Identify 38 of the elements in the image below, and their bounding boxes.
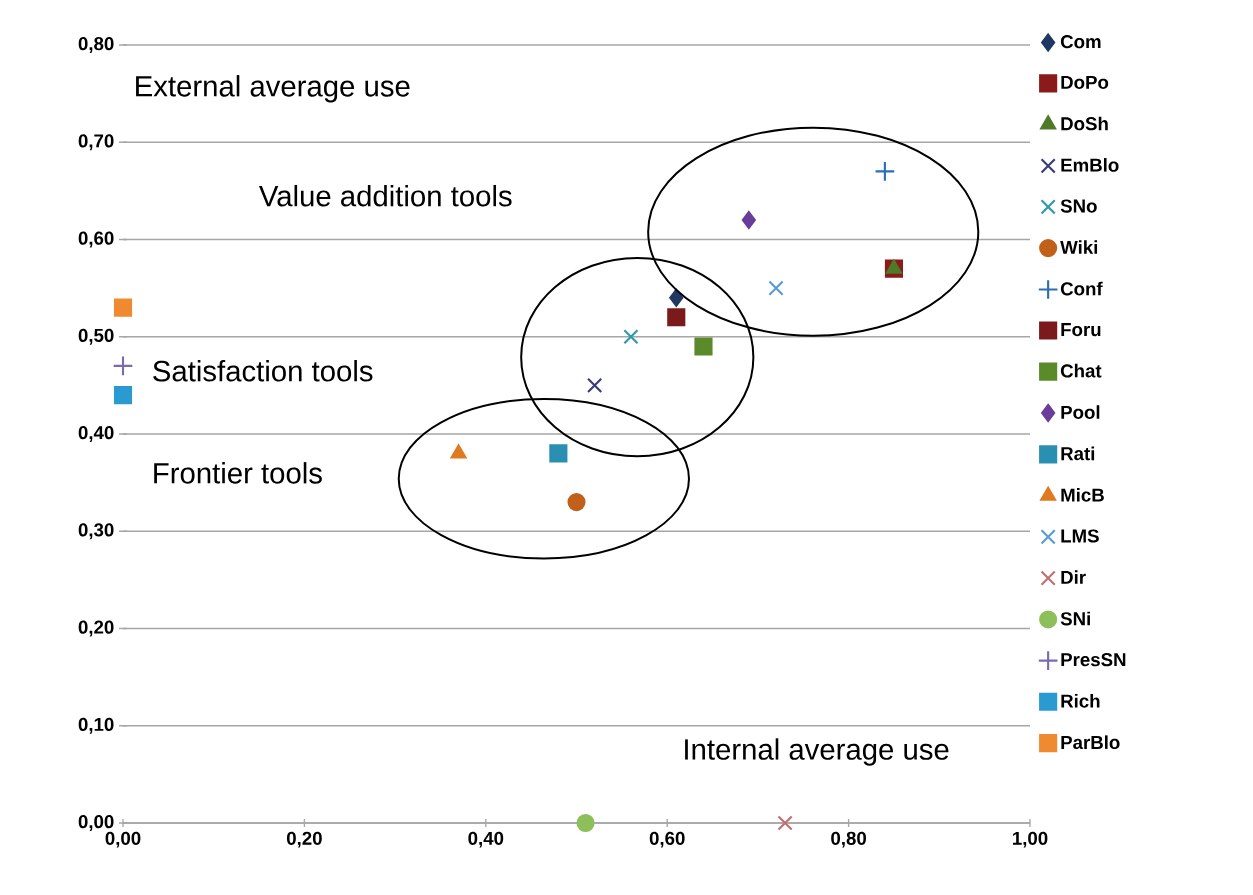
legend-label: Pool xyxy=(1061,405,1100,419)
legend-label: EmBlo xyxy=(1061,158,1119,172)
legend-label: DoSh xyxy=(1061,116,1108,131)
x-tick-label: 0,40 xyxy=(468,831,504,848)
x-tick-label: 0,00 xyxy=(105,831,141,848)
y-tick-label: 0,60 xyxy=(78,231,114,248)
legend-label: LMS xyxy=(1061,529,1099,543)
legend-label: Foru xyxy=(1061,323,1101,337)
legend-label: Wiki xyxy=(1060,240,1098,254)
y-tick-label: 0,70 xyxy=(78,134,114,151)
legend-label: SNi xyxy=(1060,611,1090,626)
legend-label: DoPo xyxy=(1061,75,1109,89)
legend-label: Com xyxy=(1060,35,1101,49)
x-tick-label: 0,80 xyxy=(831,831,867,848)
annotation: Internal average use xyxy=(685,738,949,766)
x-tick-label: 1,00 xyxy=(1013,831,1048,848)
legend-label: Dir xyxy=(1061,570,1086,584)
y-tick-label: 0,80 xyxy=(78,37,114,53)
legend-label: Rich xyxy=(1061,693,1100,708)
annotation: External average use xyxy=(136,75,410,103)
y-tick-label: 0,10 xyxy=(78,717,114,734)
y-tick-label: 0,40 xyxy=(78,426,114,442)
y-tick-label: 0,00 xyxy=(78,815,114,831)
legend-label: MicB xyxy=(1061,487,1104,502)
legend-label: ParBlo xyxy=(1061,735,1120,750)
annotation: Frontier tools xyxy=(154,462,322,484)
y-tick-label: 0,50 xyxy=(78,328,114,345)
legend-label: Rati xyxy=(1061,446,1095,461)
y-tick-label: 0,20 xyxy=(78,620,114,637)
legend-label: Chat xyxy=(1060,363,1102,378)
x-tick-label: 0,60 xyxy=(649,831,685,848)
annotation: Value addition tools xyxy=(258,184,512,207)
legend-label: Conf xyxy=(1060,281,1103,296)
legend-label: SNo xyxy=(1060,199,1097,213)
x-tick-label: 0,20 xyxy=(286,831,322,848)
y-tick-label: 0,30 xyxy=(78,523,114,540)
annotation: Satisfaction tools xyxy=(153,359,373,382)
legend-label: PresSN xyxy=(1061,653,1126,667)
